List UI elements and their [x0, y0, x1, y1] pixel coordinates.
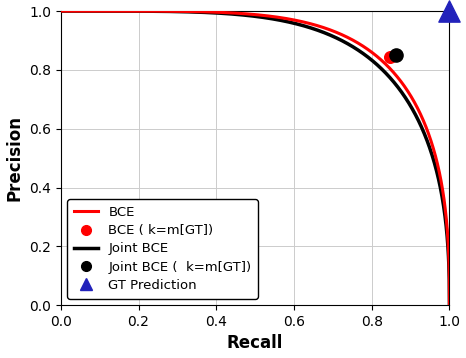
X-axis label: Recall: Recall: [227, 334, 283, 352]
Y-axis label: Precision: Precision: [6, 115, 24, 201]
Point: [387, 54, 394, 60]
Point: [445, 8, 453, 14]
Point: [392, 52, 399, 57]
Legend: BCE, BCE ( k=m[GT]), Joint BCE, Joint BCE (  k=m[GT]), GT Prediction: BCE, BCE ( k=m[GT]), Joint BCE, Joint BC…: [68, 199, 258, 299]
